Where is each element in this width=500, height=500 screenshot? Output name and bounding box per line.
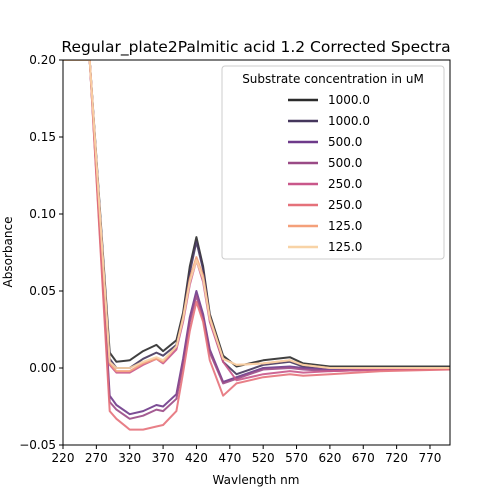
series-line-1 (63, 60, 450, 368)
x-tick-label: 670 (352, 451, 375, 465)
chart-title: Regular_plate2Palmitic acid 1.2 Correcte… (61, 38, 450, 57)
x-tick-label: 470 (218, 451, 241, 465)
series-line-4 (63, 60, 450, 420)
y-tick-label: 0.15 (29, 130, 56, 144)
x-tick-label: 220 (52, 451, 75, 465)
x-tick-label: 570 (285, 451, 308, 465)
legend-entry-label: 250.0 (328, 198, 362, 212)
legend-entry-label: 500.0 (328, 156, 362, 170)
legend-entry-label: 250.0 (328, 177, 362, 191)
legend-entry-label: 1000.0 (328, 93, 370, 107)
y-tick-label: 0.20 (29, 53, 56, 67)
x-tick-label: 520 (252, 451, 275, 465)
series-line-8 (63, 60, 450, 369)
x-tick-label: 320 (118, 451, 141, 465)
y-tick-label: −0.05 (19, 438, 56, 452)
x-tick-label: 270 (85, 451, 108, 465)
y-tick-label: 0.05 (29, 284, 56, 298)
x-tick-label: 370 (152, 451, 175, 465)
series-line-6 (63, 60, 450, 431)
series-layer (63, 60, 450, 431)
y-axis-label: Absorbance (1, 217, 15, 288)
y-axis-ticks: −0.05 0.00 0.05 0.10 0.15 0.20 (19, 53, 63, 452)
legend-title: Substrate concentration in uM (242, 72, 424, 86)
plot-frame (62, 59, 451, 446)
x-tick-label: 420 (185, 451, 208, 465)
legend-entry-label: 125.0 (328, 240, 362, 254)
y-tick-label: 0.00 (29, 361, 56, 375)
x-axis-ticks: 220 270 320 370 420 470 520 570 620 670 720 770 (52, 445, 442, 465)
legend-entry-label: 1000.0 (328, 114, 370, 128)
legend-entry-label: 125.0 (328, 219, 362, 233)
y-tick-label: 0.10 (29, 207, 56, 221)
legend: Substrate concentration in uM 1000.01000… (221, 65, 445, 260)
legend-box (221, 65, 445, 260)
x-tick-label: 770 (419, 451, 442, 465)
x-axis-label: Wavlength nm (213, 473, 300, 487)
x-tick-label: 620 (318, 451, 341, 465)
series-line-3 (63, 60, 450, 416)
legend-entry-label: 500.0 (328, 135, 362, 149)
x-tick-label: 720 (385, 451, 408, 465)
legend-entries: 1000.0 1000.0 500.0 500.0 250.0 250.0 125.0 125… (288, 93, 370, 254)
